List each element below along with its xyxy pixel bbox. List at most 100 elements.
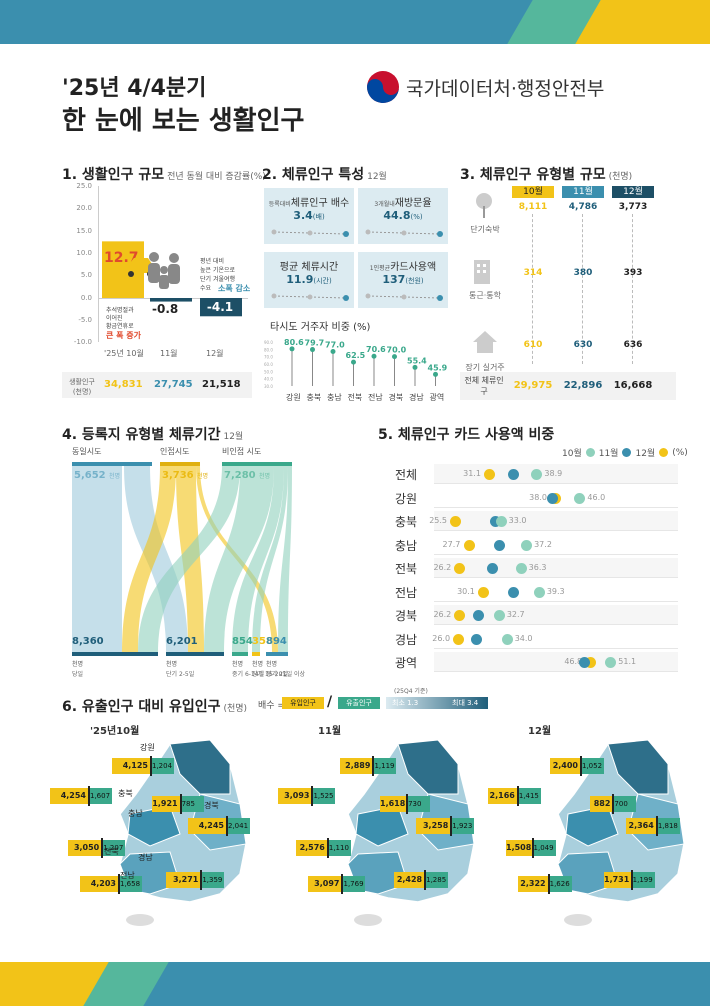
stat-unit: (%): [410, 213, 423, 221]
inflow-value: 2,166: [488, 788, 517, 804]
trend-point: [307, 294, 313, 300]
dot-oct: [533, 586, 545, 598]
outflow-value: 1,119: [374, 758, 397, 774]
inflow-value: 2,400: [550, 758, 580, 774]
outflow-value: 1,204: [152, 758, 174, 774]
section-6-unit: (천명): [223, 704, 248, 714]
row-label: 통근·통학: [469, 291, 501, 300]
stat-label-text: 재방문율: [394, 198, 432, 209]
dot-dec: [463, 539, 475, 551]
y-tick-label: 30.0: [264, 384, 273, 389]
dot-nov: [487, 563, 499, 574]
flow-band: [278, 466, 292, 652]
outflow-value: 2,041: [228, 818, 250, 834]
s4-sankey: 동일시도5,652천명인접시도3,736천명비인접 시도7,280천명8,360…: [72, 446, 306, 678]
data-label: 70.0: [387, 346, 407, 355]
inflow-value: 2,322: [518, 876, 548, 892]
source-label: 인접시도: [160, 446, 189, 456]
dot-dec: [454, 563, 466, 574]
inflow-value: 882: [590, 796, 613, 812]
total-value: 29,975: [513, 380, 553, 391]
target-bar: [72, 652, 158, 656]
total-row: [460, 372, 676, 400]
max-value: 32.7: [506, 610, 525, 619]
dot-oct: [501, 633, 513, 645]
bar-value-label: 12.7: [104, 250, 139, 266]
source-value: 7,280: [224, 470, 256, 481]
inflow-value: 4,254: [50, 788, 88, 804]
y-tick-label: -5.0: [78, 315, 92, 324]
data-label: 70.6: [366, 345, 386, 354]
jeju-island: [564, 914, 592, 926]
outflow-value: 1,207: [103, 840, 126, 856]
outflow-value: 1,626: [549, 876, 572, 892]
region-label: 충북: [394, 515, 418, 529]
s5-legend: 10월 11월 12월 (%): [562, 446, 688, 460]
region-jeonnam: [557, 851, 619, 895]
s2-chart: 90.0 80.0 70.0 60.0 50.0 40.0 30.0 80.6 강원 79.7 충북…: [264, 338, 448, 402]
page-subtitle: '25년 4/4분기: [62, 76, 207, 101]
trend-point: [271, 293, 277, 299]
outflow-value: 1,415: [518, 788, 541, 804]
trend-sparkline: [271, 293, 349, 301]
data-label: 55.4: [407, 356, 427, 365]
target-bar: [252, 652, 260, 656]
x-tick-label: 전남: [368, 392, 383, 402]
target-bar: [232, 652, 248, 656]
trend-point: [365, 293, 371, 299]
trend-point: [437, 231, 443, 237]
target-bar: [266, 652, 288, 656]
target-value: 8,360: [72, 636, 104, 647]
stat-box: 1인평균카드사용액 137(천원): [358, 252, 448, 308]
s1-axis-line: [98, 186, 99, 342]
stat-label: 3개월내재방문율: [358, 194, 448, 209]
dot-oct: [605, 657, 617, 668]
max-value: 39.3: [546, 586, 565, 596]
min-value: 27.7: [442, 539, 461, 549]
month-header: 12월: [612, 186, 654, 198]
row-label: 장기 실거주: [465, 363, 505, 372]
section-5-title: 5. 체류인구 카드 사용액 비중: [378, 427, 555, 443]
bar: [150, 298, 192, 302]
inflow-value: 2,428: [394, 872, 425, 888]
data-label: 45.9: [428, 363, 448, 372]
y-tick-label: 25.0: [76, 182, 92, 190]
y-tick-label: -10.0: [73, 338, 92, 347]
max-label: 최대 3.4: [452, 699, 479, 707]
data-point: [351, 359, 356, 365]
outflow-value: 1,285: [426, 872, 449, 888]
guide-line: [632, 214, 633, 364]
y-tick-label: 40.0: [264, 377, 273, 382]
banner-stripe: [575, 0, 710, 44]
section-4-title-text: 4. 등록지 유형별 체류기간: [62, 427, 221, 443]
outflow-value: 1,607: [90, 788, 112, 804]
flow-band: [122, 466, 176, 652]
section-1-title-text: 1. 생활인구 규모: [62, 167, 165, 183]
stat-value: 11.9(시간): [286, 273, 332, 286]
ratio-marker: [341, 874, 344, 894]
y-tick-label: 15.0: [76, 226, 92, 235]
outflow-value: 1,049: [533, 840, 556, 856]
row-value: 610: [523, 340, 543, 350]
outflow-value: 1,658: [120, 876, 142, 892]
note-text: 이어진: [106, 315, 123, 322]
org-logo: 국가데이터처·행정안전부: [366, 70, 604, 104]
row-value: 8,111: [518, 202, 548, 212]
flow-band: [72, 466, 122, 652]
y-tick-label: 20.0: [76, 204, 92, 213]
inflow-value: 2,889: [340, 758, 373, 774]
inflow-value: 3,097: [308, 876, 342, 892]
dot-nov: [471, 633, 483, 645]
inflow-value: 4,125: [112, 758, 150, 774]
y-tick-label: 50.0: [264, 369, 273, 374]
stat-unit: (배): [312, 213, 325, 221]
legend-dot: [585, 448, 595, 457]
row-band: [434, 511, 678, 531]
ratio-marker: [179, 794, 182, 814]
trend-point: [307, 230, 313, 236]
region-label: 충북: [118, 789, 133, 798]
legend-label: 11월: [598, 449, 619, 459]
y-tick-label: 0.0: [80, 293, 92, 302]
row-band: [434, 464, 678, 484]
trend-point: [401, 294, 407, 300]
